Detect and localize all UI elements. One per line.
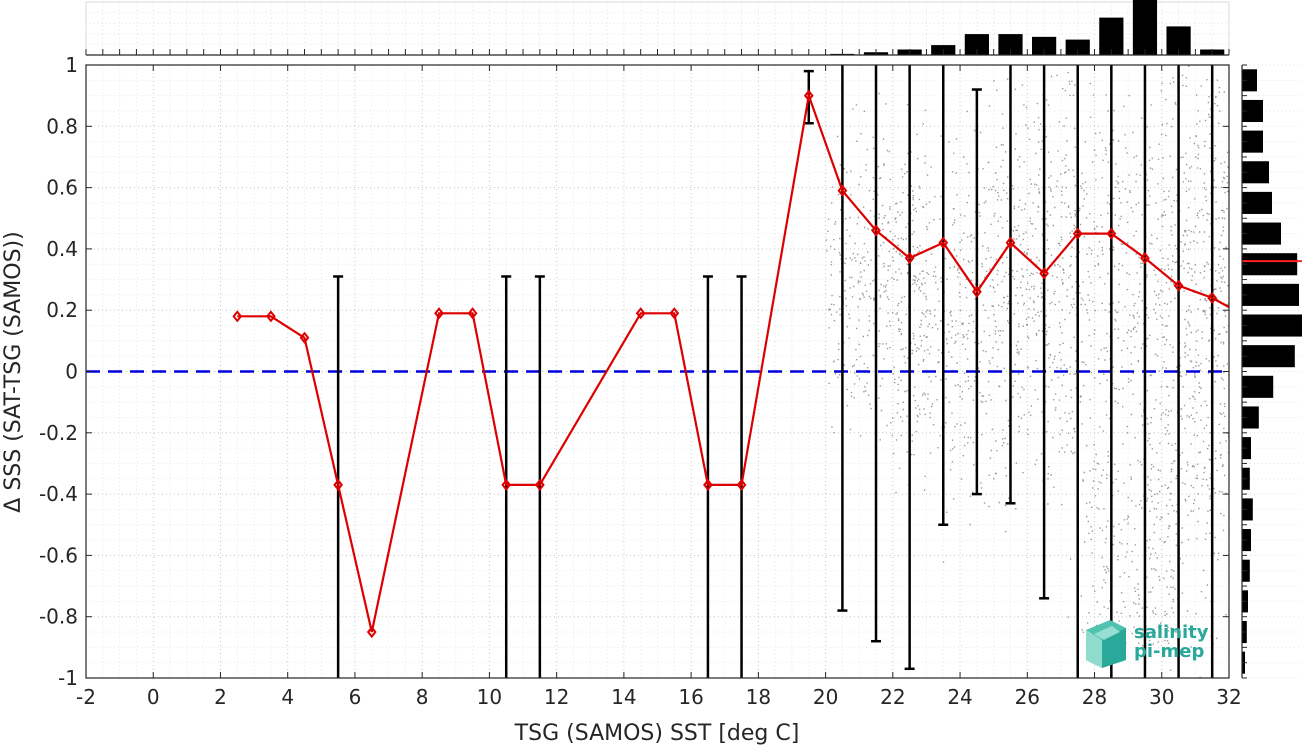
y-axis-label: Δ SSS (SAT-TSG (SAMOS)) [1, 231, 26, 512]
x-tick-label: 16 [678, 685, 703, 709]
series-point [1140, 251, 1150, 265]
x-tick-label: 18 [746, 685, 771, 709]
x-tick-label: 6 [349, 685, 362, 709]
right-histogram-bar [1242, 314, 1302, 337]
right-histogram-bar [1242, 283, 1299, 306]
x-tick-label: 30 [1149, 685, 1174, 709]
right-histogram-ticks [1241, 64, 1247, 679]
x-tick-label: 10 [477, 685, 502, 709]
series-point [669, 307, 680, 320]
series-point [837, 184, 848, 197]
y-tick-label: -0.8 [39, 605, 78, 629]
series-point [434, 307, 444, 320]
x-tick-labels: -2 0 2 4 6 8 10 12 14 16 18 20 22 24 26 28 30 32 [76, 685, 1242, 709]
x-tick-label: 24 [947, 685, 972, 709]
top-histogram-grid [85, 2, 1230, 55]
series-point [938, 236, 949, 249]
right-histogram-bar [1242, 345, 1295, 368]
error-bars [333, 65, 1214, 678]
right-histogram-bar [1242, 161, 1269, 184]
series-point [1207, 291, 1218, 305]
series-point [1039, 267, 1049, 280]
series-point [1005, 236, 1016, 249]
x-tick-label: 26 [1015, 685, 1040, 709]
logo-text-line1: salinity [1134, 622, 1209, 643]
right-histogram-bar [1242, 69, 1257, 92]
y-tick-label: 0.4 [46, 237, 78, 261]
top-histogram-bar [1065, 39, 1090, 55]
series-point [736, 478, 747, 492]
series-point [299, 331, 310, 344]
y-tick-labels: -1 -0.8 -0.6 -0.4 -0.2 0 0.2 0.4 0.6 0.8 1 [39, 53, 78, 690]
logo-text-line2: pi-mep [1134, 641, 1204, 662]
y-tick-label: 0.8 [46, 114, 78, 138]
series-point [1072, 227, 1083, 240]
right-histogram-bar [1242, 498, 1253, 521]
top-histogram [85, 0, 1230, 56]
series-point [501, 478, 512, 492]
series-point [333, 478, 344, 492]
y-tick-label: -0.6 [39, 543, 78, 567]
top-histogram-bars [830, 0, 1225, 56]
right-histogram-bars [1242, 69, 1302, 674]
series-point [971, 285, 982, 298]
right-histogram-bar [1242, 406, 1259, 429]
right-histogram-bar [1242, 130, 1263, 153]
series-point [232, 310, 243, 323]
salinity-pi-mep-logo: salinity pi-mep [1086, 620, 1209, 668]
x-tick-label: 12 [544, 685, 569, 709]
main-plot: -2 0 2 4 6 8 10 12 14 16 18 20 22 24 26 28 30 32 -1-0.8-0… [39, 53, 1242, 709]
series-point [1173, 279, 1184, 292]
x-tick-label: 2 [214, 685, 227, 709]
series-point [803, 89, 814, 102]
mean-series [232, 89, 1230, 639]
series-point [635, 307, 646, 320]
right-histogram-grid [1242, 64, 1302, 679]
x-tick-label: 4 [281, 685, 294, 709]
right-histogram-bar [1242, 191, 1272, 214]
y-tick-label: 0.2 [46, 298, 78, 322]
right-histogram [1241, 64, 1302, 679]
series-point [703, 478, 713, 492]
top-histogram-bar [964, 34, 989, 55]
series-line [237, 91, 1230, 633]
series-point [1106, 227, 1117, 240]
top-histogram-ticks [85, 49, 1230, 56]
top-histogram-frame [85, 1, 1230, 56]
right-histogram-bar [1242, 222, 1281, 245]
x-tick-label: 32 [1216, 685, 1241, 709]
series-point [467, 307, 478, 320]
series-point [904, 251, 915, 265]
y-tick-label: 1 [65, 53, 78, 77]
series-point [871, 224, 881, 237]
y-tick-label: -1 [58, 666, 78, 690]
right-histogram-bar [1242, 99, 1263, 123]
y-tick-label: -0.2 [39, 421, 78, 445]
x-tick-label: 8 [416, 685, 429, 709]
axis-ticks [85, 64, 1230, 679]
y-tick-label: 0.6 [46, 176, 78, 200]
x-tick-label: -2 [76, 685, 96, 709]
y-tick-label: -0.4 [39, 482, 78, 506]
top-histogram-bar [1132, 0, 1158, 55]
top-histogram-bar [1099, 17, 1124, 56]
top-histogram-bar [1032, 36, 1057, 55]
x-tick-label: 0 [147, 685, 160, 709]
series-point [366, 625, 377, 639]
x-tick-label: 22 [880, 685, 905, 709]
series-point [534, 478, 545, 492]
logo-cube-icon [1086, 620, 1126, 668]
x-tick-label: 28 [1082, 685, 1107, 709]
right-histogram-bar [1242, 253, 1298, 276]
x-tick-label: 20 [813, 685, 838, 709]
x-tick-label: 14 [611, 685, 636, 709]
y-tick-label: 0 [65, 360, 78, 384]
x-axis-label: TSG (SAMOS) SST [deg C] [514, 721, 800, 746]
right-histogram-bar [1242, 375, 1274, 398]
top-histogram-bar [998, 34, 1023, 55]
series-point [266, 310, 276, 323]
